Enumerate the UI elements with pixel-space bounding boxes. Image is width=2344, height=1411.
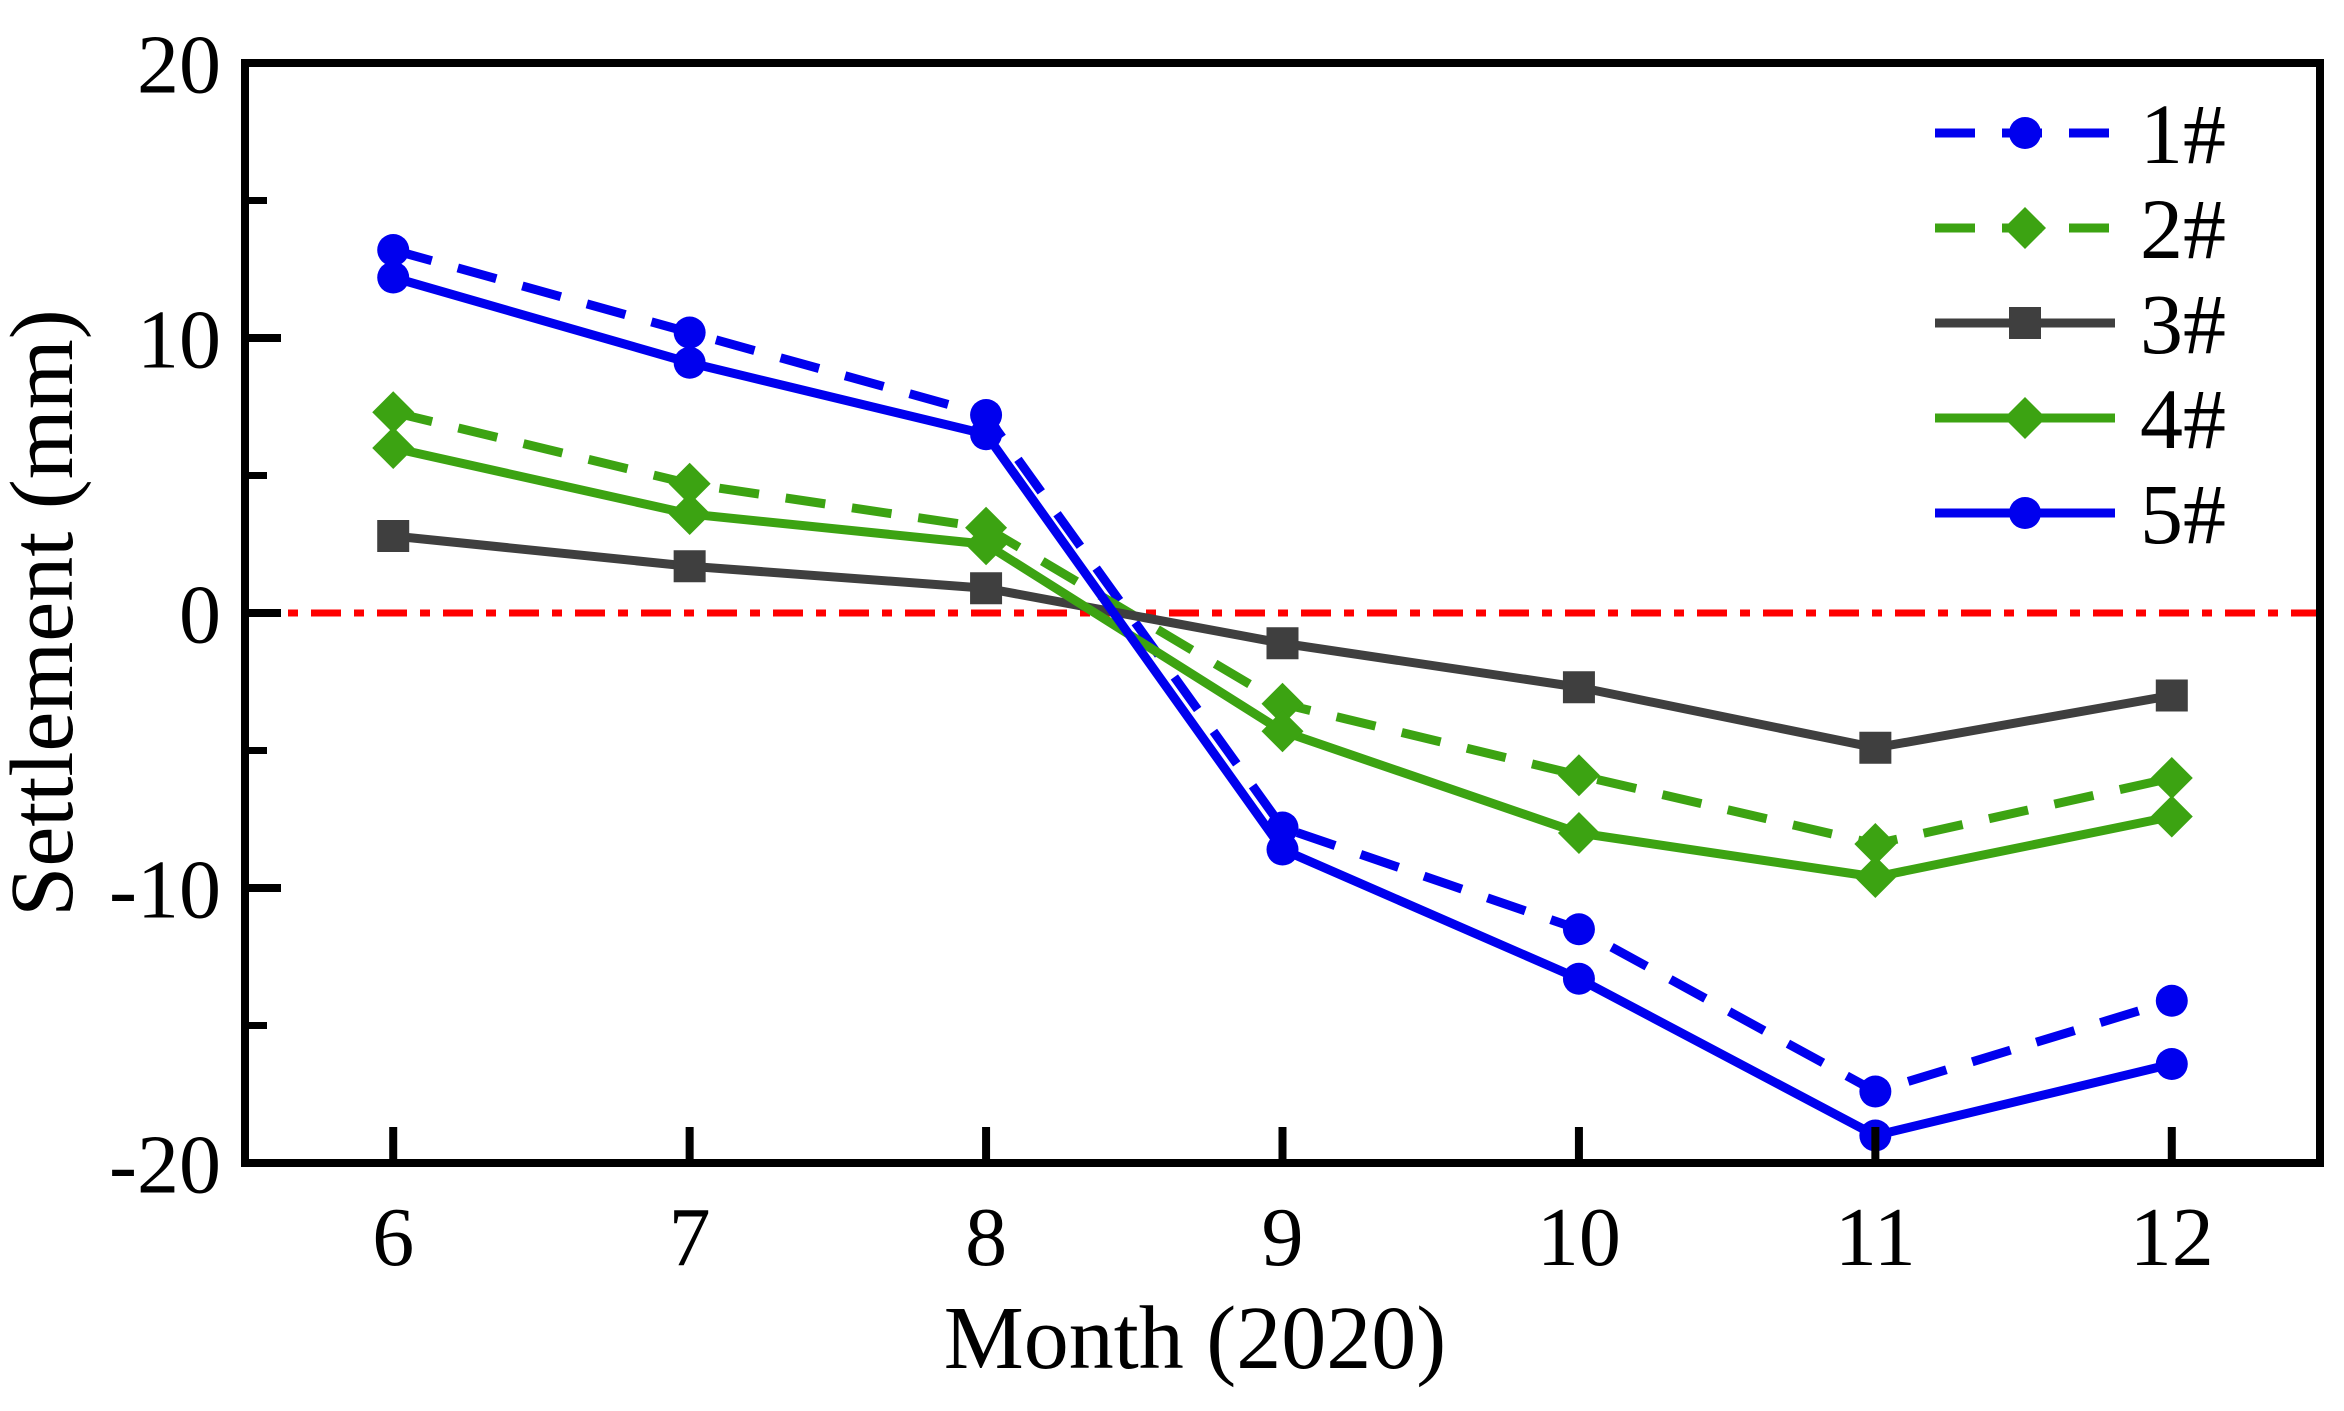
y-tick-label-10: 10 [137, 293, 221, 386]
marker-5#-month12 [2155, 1048, 2188, 1080]
marker-1#-month12 [2155, 984, 2188, 1017]
marker-4#-month12 [2150, 795, 2193, 838]
marker-2#-month6 [372, 391, 415, 434]
y-tick-label--20: -20 [109, 1118, 221, 1211]
marker-5#-month7 [673, 346, 706, 379]
marker-2#-month10 [1557, 754, 1600, 797]
legend-label-4#: 4# [2140, 371, 2226, 467]
marker-2#-month7 [668, 462, 711, 505]
legend-marker-3# [2009, 307, 2041, 339]
legend-label-5#: 5# [2140, 466, 2226, 562]
marker-1#-month7 [673, 316, 706, 349]
x-tick-label-6: 6 [372, 1191, 414, 1284]
marker-4#-month6 [372, 427, 415, 469]
legend-marker-2# [2004, 207, 2046, 249]
marker-3#-month10 [1562, 671, 1595, 704]
marker-1#-month11 [1859, 1075, 1892, 1108]
marker-5#-month10 [1562, 962, 1595, 995]
marker-3#-month11 [1859, 731, 1892, 764]
marker-1#-month10 [1562, 913, 1595, 946]
legend-label-3#: 3# [2140, 276, 2226, 372]
y-tick-label--10: -10 [109, 843, 221, 936]
marker-5#-month8 [970, 418, 1003, 451]
legend-label-2#: 2# [2140, 181, 2226, 277]
marker-3#-month12 [2155, 679, 2188, 712]
marker-5#-month9 [1266, 833, 1299, 866]
legend-marker-1# [2009, 117, 2041, 149]
marker-4#-month7 [668, 493, 711, 535]
x-tick-label-12: 12 [2130, 1191, 2214, 1284]
series-line-1# [392, 245, 2174, 1096]
marker-3#-month9 [1266, 627, 1299, 660]
marker-3#-month7 [673, 550, 706, 583]
marker-4#-month10 [1557, 812, 1600, 854]
x-tick-label-8: 8 [965, 1191, 1007, 1284]
x-tick-label-10: 10 [1537, 1191, 1621, 1284]
marker-4#-month8 [965, 523, 1008, 566]
y-tick-label-20: 20 [137, 18, 221, 111]
marker-4#-month9 [1261, 710, 1304, 753]
x-tick-label-9: 9 [1262, 1191, 1304, 1284]
x-axis-title: Month (2020) [944, 1289, 1446, 1388]
plot-frame [241, 59, 2324, 1167]
legend-marker-4# [2004, 397, 2046, 439]
marker-2#-month11 [1854, 823, 1897, 865]
y-axis-title: Settlement (mm) [0, 309, 92, 916]
y-tick-label-0: 0 [179, 568, 221, 661]
marker-2#-month12 [2150, 757, 2193, 799]
x-tick-label-7: 7 [669, 1191, 711, 1284]
marker-2#-month9 [1261, 682, 1304, 725]
legend-marker-5# [2009, 497, 2041, 529]
x-tick-label-11: 11 [1835, 1191, 1916, 1284]
marker-5#-month6 [377, 261, 410, 294]
marker-4#-month11 [1854, 856, 1897, 898]
marker-3#-month6 [377, 520, 410, 552]
plot-dynamic-layer: 20 10 0 -10 -20 6 7 8 9 10 11 12 1#2#3#4#5# [109, 18, 2324, 1284]
marker-1#-month6 [377, 234, 410, 266]
marker-3#-month8 [970, 572, 1003, 605]
legend-label-1#: 1# [2140, 86, 2226, 182]
